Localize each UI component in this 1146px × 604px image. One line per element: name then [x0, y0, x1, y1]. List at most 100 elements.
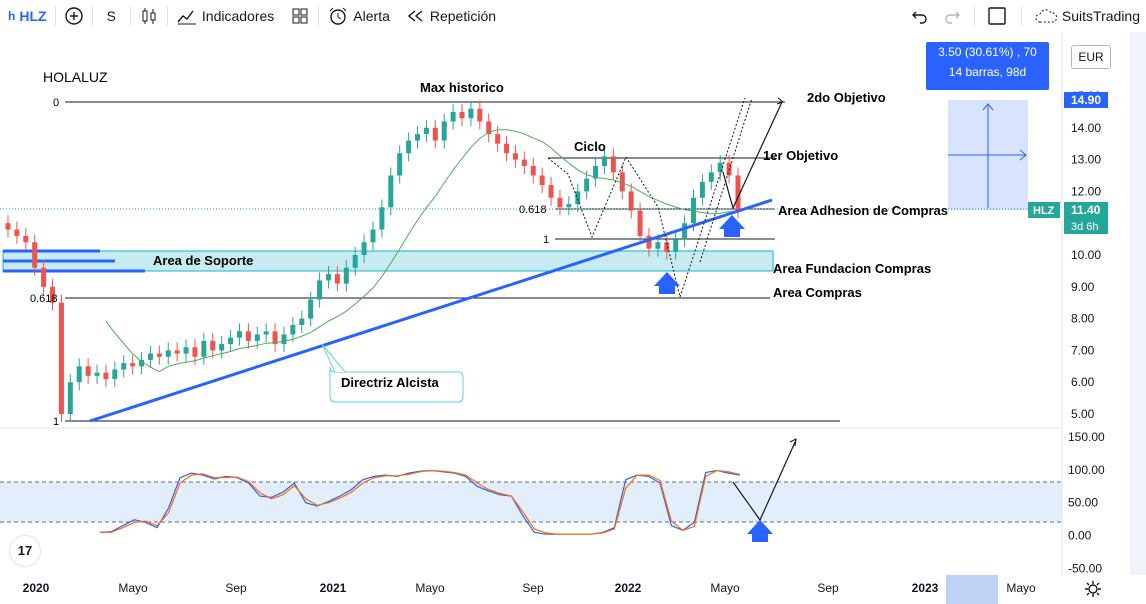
- candle-body: [299, 318, 305, 325]
- divider: [129, 6, 131, 26]
- candle-body: [477, 108, 483, 122]
- settings-icon[interactable]: [1084, 580, 1102, 598]
- undo-icon[interactable]: [910, 6, 930, 26]
- redo-icon[interactable]: [942, 6, 962, 26]
- candle-body: [370, 229, 376, 243]
- stoch-band: [0, 482, 1062, 522]
- symbol-search-button[interactable]: h HLZ: [0, 0, 55, 32]
- chart-type-button[interactable]: [131, 0, 167, 32]
- candle-body: [664, 242, 670, 252]
- compare-button[interactable]: [56, 0, 92, 32]
- candle-body: [655, 242, 661, 249]
- candle-body: [441, 121, 447, 141]
- candle-body: [50, 286, 56, 303]
- indicators-label: Indicadores: [201, 8, 275, 24]
- plus-circle-icon: [64, 7, 83, 25]
- symbol-badge-text: HLZ: [1033, 205, 1055, 217]
- candle-body: [325, 274, 331, 281]
- divider: [1020, 6, 1022, 26]
- candle-body: [112, 369, 118, 380]
- candle-body: [245, 331, 251, 341]
- time-tick-label: 2021: [319, 581, 347, 595]
- candle-body: [557, 197, 563, 208]
- candle-body: [628, 191, 634, 211]
- candle-body: [67, 382, 73, 414]
- candle-body: [174, 350, 180, 354]
- candle-body: [210, 340, 216, 351]
- target2-label: 2do Objetivo: [807, 90, 886, 105]
- adhesion-label: Area Adhesion de Compras: [778, 203, 948, 218]
- candle-body: [139, 359, 145, 367]
- candle-body: [165, 350, 171, 357]
- candle-body: [512, 153, 518, 160]
- measure-arrowheads: [982, 103, 1027, 161]
- alert-button[interactable]: Alerta: [319, 0, 398, 32]
- candle-body: [601, 156, 607, 166]
- candle-body: [192, 347, 198, 357]
- time-tick-label: Sep: [817, 581, 839, 595]
- replay-label: Repetición: [429, 8, 497, 24]
- candle-body: [272, 331, 278, 345]
- candle-body: [486, 121, 492, 135]
- candle-body: [406, 140, 412, 154]
- price-tick-label: 9.00: [1071, 280, 1095, 294]
- grid-icon: [292, 8, 308, 24]
- trend-line: [89, 198, 773, 423]
- oscillator-axis[interactable]: 150.00 100.00 50.00 0.00 -50.00: [1068, 430, 1105, 575]
- candle-body: [646, 235, 652, 249]
- trend-label-box: [329, 366, 464, 403]
- candle-body: [32, 242, 38, 268]
- projection-path: [722, 101, 783, 210]
- cycle-fib-0618-label: 0.618: [519, 204, 547, 216]
- top-price-text: 14.90: [1071, 93, 1101, 107]
- time-axis[interactable]: 2020 Mayo Sep 2021 Mayo Sep 2022 Mayo Sep 2023 May…: [0, 575, 1146, 604]
- price-tick-label: 12.00: [1071, 184, 1101, 198]
- price-tick-label: 7.00: [1071, 343, 1095, 357]
- time-tick-label: 2023: [911, 581, 939, 595]
- cycle-fib-1-label: 1: [543, 234, 549, 246]
- measure-line1: 3.50 (30.61%) , 70: [938, 45, 1037, 59]
- candle-body: [530, 165, 536, 176]
- currency-select[interactable]: EUR: [1071, 45, 1111, 69]
- candle-body: [566, 204, 572, 208]
- replay-button[interactable]: Repetición: [398, 0, 504, 32]
- candle-body: [682, 223, 688, 240]
- chart-area[interactable]: HOLALUZ 0 0.618 1 0.618 1 Max historico …: [0, 32, 1146, 575]
- indicators-icon: [177, 10, 196, 25]
- interval-button[interactable]: S: [106, 8, 116, 24]
- candle-body: [228, 337, 234, 345]
- candle-body: [147, 353, 153, 360]
- stoch-arrowhead: [789, 438, 797, 447]
- brand-label: SuitsTrading: [1061, 8, 1140, 24]
- candle-body: [308, 299, 314, 319]
- publish-button[interactable]: SuitsTrading: [1034, 6, 1140, 26]
- layouts-button[interactable]: [282, 0, 318, 32]
- candle-body: [548, 185, 554, 198]
- oscillator-tick-label: 50.00: [1068, 496, 1098, 510]
- time-tick-label: Sep: [522, 581, 544, 595]
- indicators-button[interactable]: Indicadores: [168, 0, 282, 32]
- candle-body: [263, 331, 269, 335]
- time-tick-label: Mayo: [118, 581, 148, 595]
- oscillator-tick-label: 150.00: [1068, 430, 1105, 444]
- last-price-badge: [1064, 202, 1108, 234]
- candle-body: [352, 255, 358, 268]
- price-tick-label: 6.00: [1071, 375, 1095, 389]
- candle-body: [593, 165, 599, 179]
- candle-body: [58, 302, 64, 414]
- candle-body: [343, 267, 349, 284]
- square-icon[interactable]: [987, 6, 1009, 26]
- candle-body: [23, 235, 29, 243]
- tradingview-logo[interactable]: 17: [10, 536, 40, 566]
- time-tick-label: Mayo: [710, 581, 740, 595]
- candle-body: [281, 334, 287, 345]
- right-toolbar: SuitsTrading: [910, 0, 1140, 32]
- candle-body: [85, 366, 91, 376]
- candle-body: [690, 197, 696, 224]
- oscillator-tick-label: -50.00: [1068, 561, 1102, 575]
- candle-body: [432, 127, 438, 141]
- candle-body: [290, 324, 296, 335]
- candle-body: [459, 111, 465, 119]
- rewind-icon: [407, 10, 423, 22]
- candle-body: [317, 280, 323, 300]
